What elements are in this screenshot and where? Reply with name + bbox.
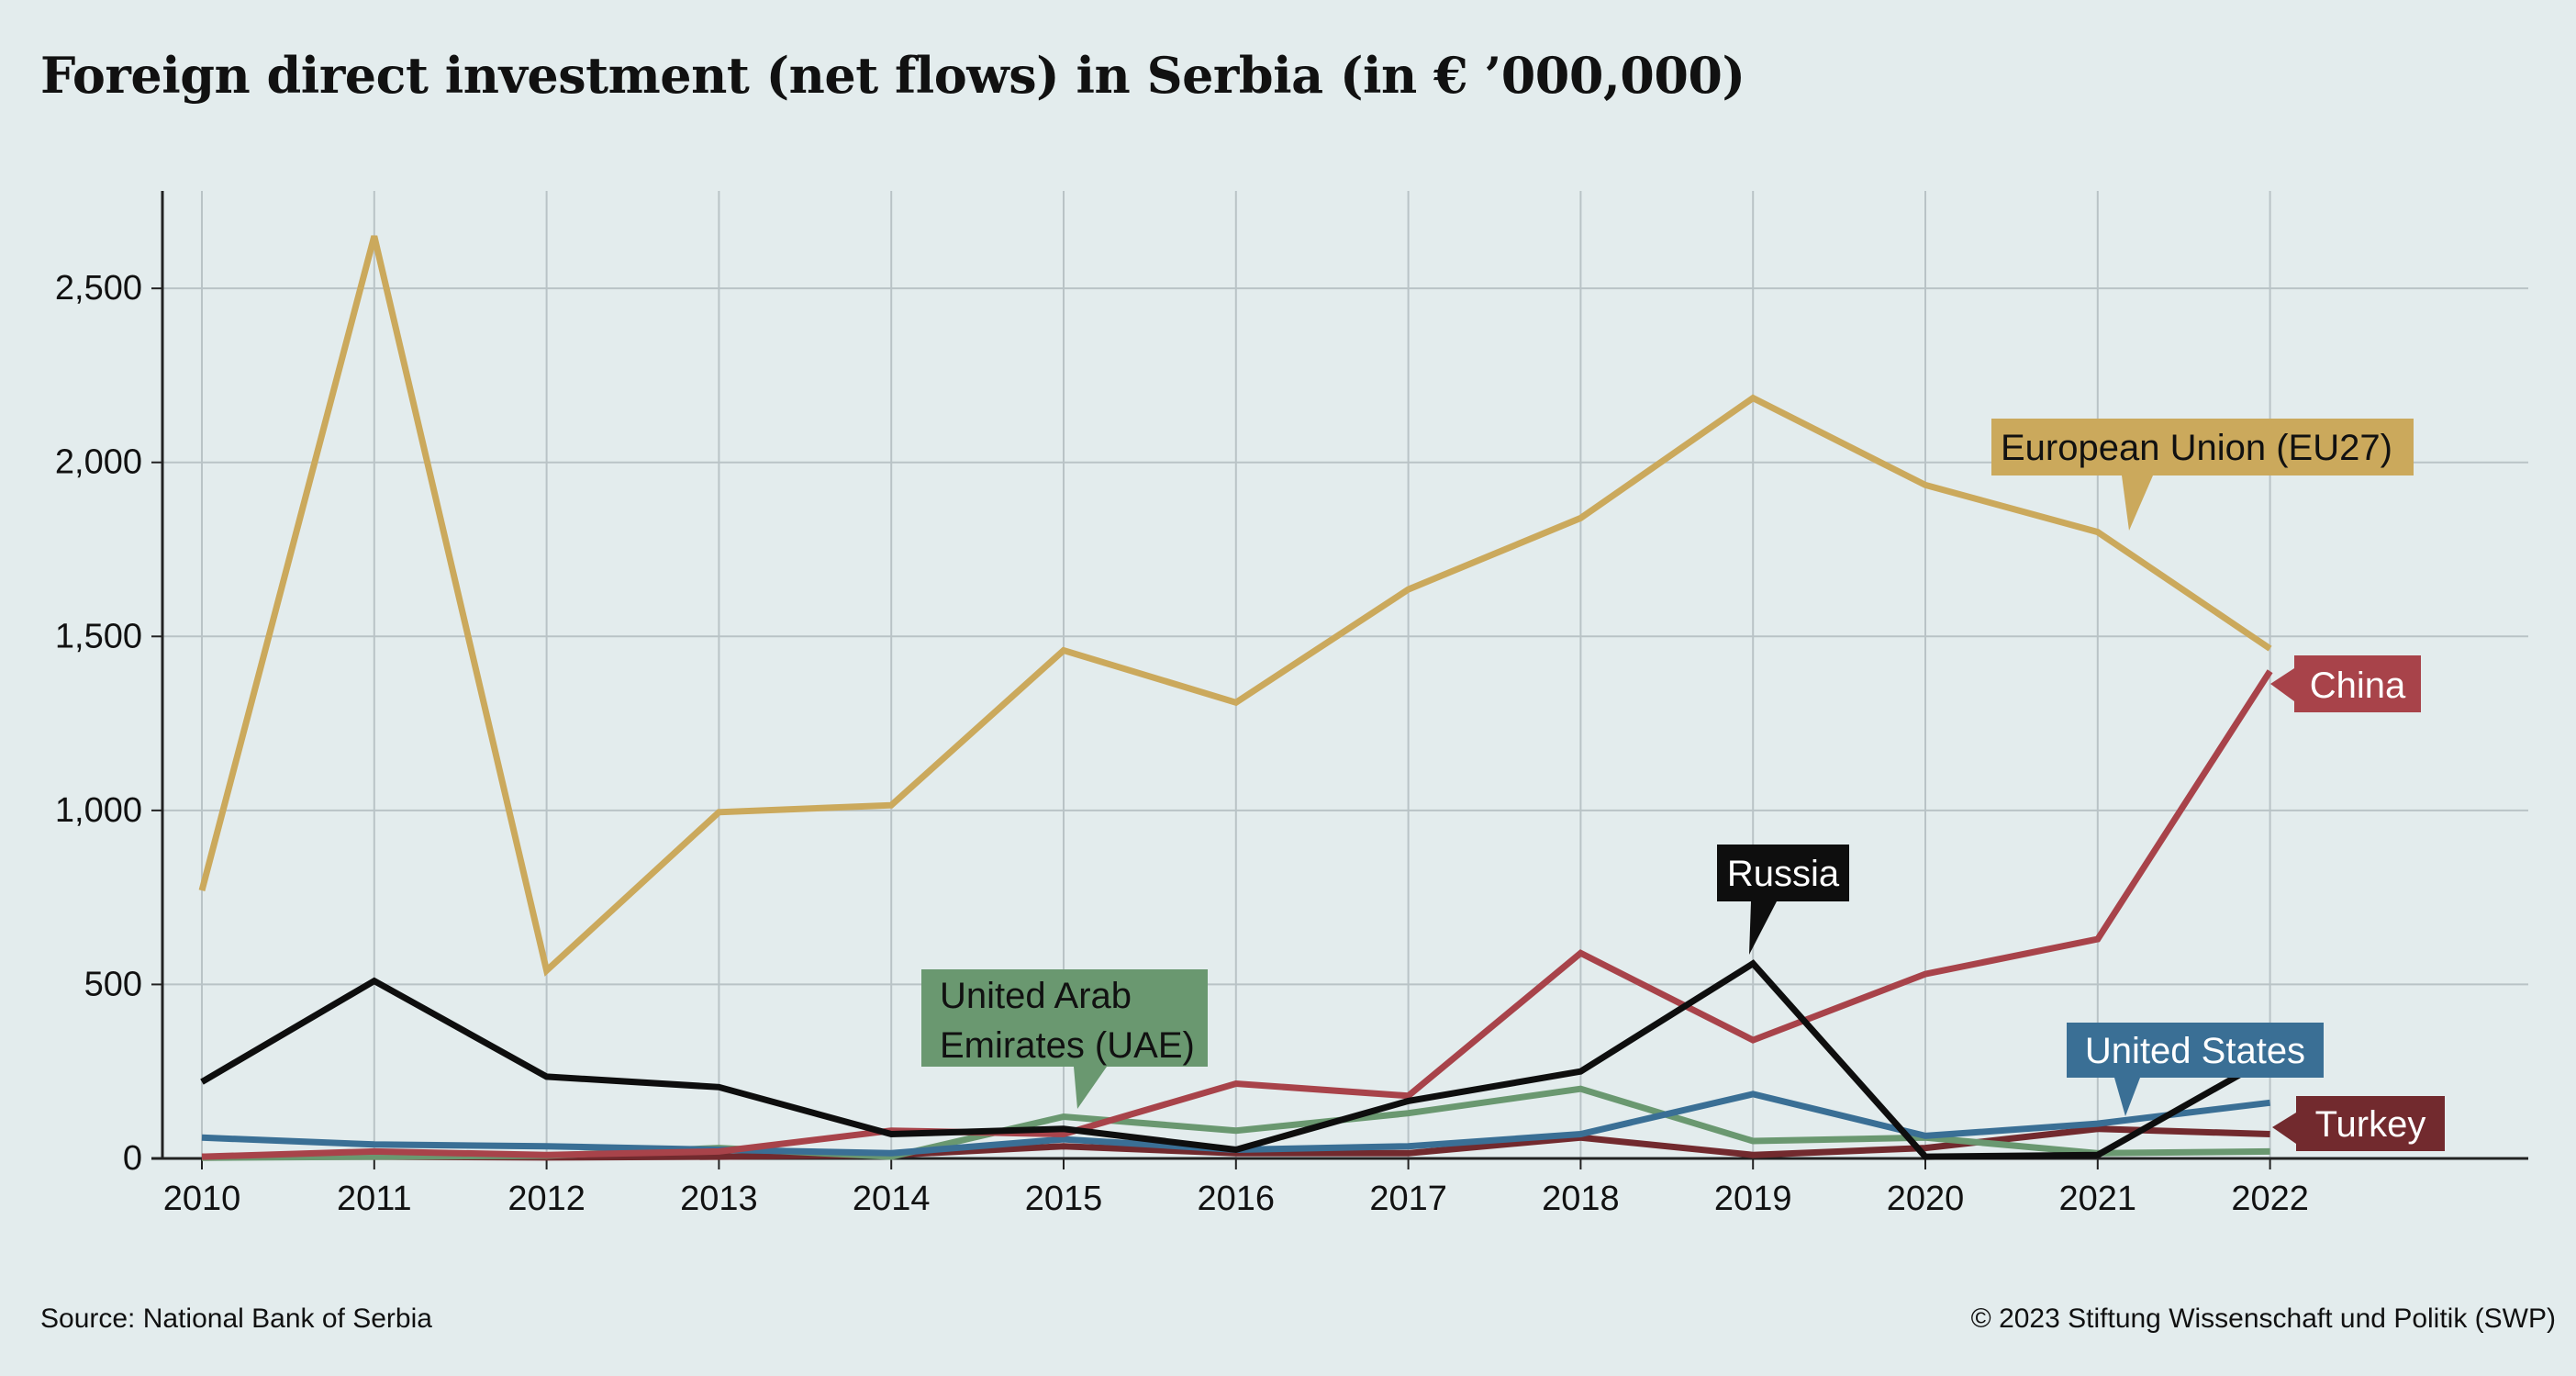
x-tick-label: 2014 (853, 1180, 931, 1218)
series-lines (198, 235, 2273, 1161)
callout-pointer (1074, 1067, 1107, 1109)
x-tick-label: 2018 (1542, 1180, 1620, 1218)
y-tick-label: 1,000 (55, 791, 142, 830)
series-label-text: European Union (EU27) (2001, 428, 2392, 468)
x-tick-label: 2021 (2059, 1180, 2137, 1218)
y-tick-label: 500 (84, 965, 142, 1003)
series-line-china (201, 669, 2273, 1160)
y-tick-label: 1,500 (55, 617, 142, 655)
callout-pointer (1749, 901, 1777, 955)
callout-pointer (2114, 1078, 2140, 1116)
series-label-text: United States (2085, 1031, 2305, 1071)
series-label-text: Emirates (UAE) (940, 1025, 1195, 1066)
y-tick-label: 2,500 (55, 269, 142, 308)
series-line-russia (200, 959, 2272, 1160)
series-labels: European Union (EU27) China Russia United A… (921, 419, 2445, 1151)
callout-box (2296, 1096, 2445, 1151)
x-tick-label: 2013 (680, 1180, 758, 1218)
chart-title: Foreign direct investment (net flows) in… (40, 46, 1745, 105)
callout-pointer (2272, 1113, 2296, 1144)
callout-box (1991, 419, 2414, 475)
series-label: European Union (EU27) (1991, 419, 2414, 531)
series-label-text: China (2310, 666, 2406, 706)
x-tick-label: 2011 (337, 1180, 412, 1218)
x-tick-label: 2016 (1198, 1180, 1276, 1218)
y-tick-label: 0 (123, 1139, 142, 1178)
callout-box (1717, 845, 1849, 901)
callout-box (921, 969, 1208, 1067)
source-note: Source: National Bank of Serbia (40, 1303, 432, 1334)
series-label: Turkey (2272, 1096, 2445, 1151)
callout-pointer (2122, 475, 2153, 531)
series-line-european-union-eu27 (198, 235, 2272, 977)
y-tick-label: 2,000 (55, 443, 142, 482)
series-label: Russia (1717, 845, 1849, 955)
x-tick-label: 2017 (1369, 1180, 1447, 1218)
callout-pointer (2270, 668, 2294, 701)
x-tick-label: 2015 (1025, 1180, 1103, 1218)
x-tick-label: 2012 (507, 1180, 585, 1218)
x-tick-label: 2010 (163, 1180, 241, 1218)
series-label-text: Turkey (2315, 1104, 2426, 1145)
series-label: United States (2067, 1023, 2324, 1116)
copyright-note: © 2023 Stiftung Wissenschaft und Politik… (1970, 1303, 2556, 1334)
x-tick-label: 2019 (1714, 1180, 1792, 1218)
series-label-text: Russia (1727, 854, 1840, 894)
callout-box (2294, 655, 2421, 712)
x-tick-label: 2022 (2231, 1180, 2309, 1218)
series-label: United Arab Emirates (UAE) (921, 969, 1208, 1109)
series-label-text: United Arab (940, 976, 1132, 1016)
x-tick-label: 2020 (1887, 1180, 1965, 1218)
series-label: China (2270, 655, 2421, 712)
gridlines (162, 191, 2528, 1158)
callout-box (2067, 1023, 2324, 1078)
